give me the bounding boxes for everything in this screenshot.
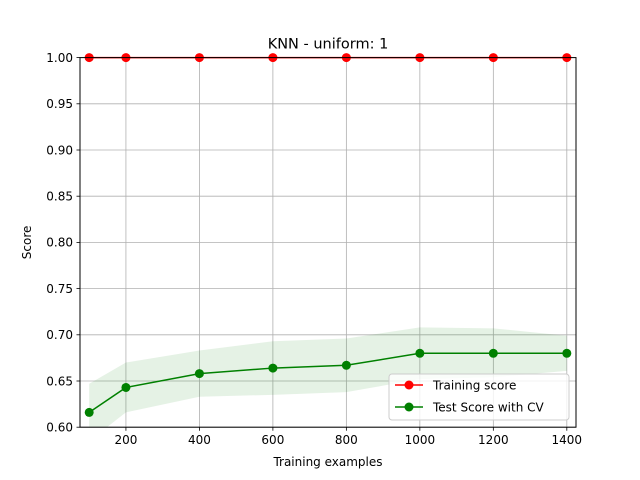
series-line-1 <box>88 352 567 414</box>
y-tick-label: 0.60 <box>46 421 73 435</box>
data-point-1 <box>488 348 498 358</box>
chart-title: KNN - uniform: 1 <box>268 37 389 53</box>
legend-label-test: Test Score with CV <box>432 401 545 415</box>
x-tick-label: 1400 <box>552 433 583 447</box>
y-axis-label: Score <box>20 226 34 260</box>
data-point-1 <box>121 382 131 392</box>
y-tick-label: 1.00 <box>46 51 73 65</box>
data-point-1 <box>341 360 351 370</box>
x-tick-label: 600 <box>261 433 284 447</box>
y-tick-label: 0.80 <box>46 236 73 250</box>
score-band-1 <box>89 327 567 428</box>
y-tick-label: 0.95 <box>46 97 73 111</box>
legend: Training score Test Score with CV <box>388 373 570 421</box>
data-point-1 <box>562 348 572 358</box>
y-tick-label: 0.85 <box>46 190 73 204</box>
score-bands <box>89 327 567 428</box>
data-point-1 <box>415 348 425 358</box>
legend-marker-test <box>404 402 414 412</box>
y-tick-label: 0.90 <box>46 143 73 157</box>
x-axis-label: Training examples <box>272 455 382 469</box>
legend-marker-training <box>404 380 414 390</box>
data-point-1 <box>194 369 204 379</box>
y-tick-label: 0.75 <box>46 282 73 296</box>
data-point-1 <box>268 363 278 373</box>
x-tick-label: 800 <box>335 433 358 447</box>
x-tick-label: 400 <box>188 433 211 447</box>
x-tick-label: 200 <box>114 433 137 447</box>
x-tick-label: 1000 <box>405 433 436 447</box>
legend-label-training: Training score <box>432 379 516 393</box>
legend-box <box>388 373 570 421</box>
data-point-1 <box>84 407 94 417</box>
x-tick-label: 1200 <box>478 433 509 447</box>
y-tick-label: 0.65 <box>46 374 73 388</box>
y-tick-label: 0.70 <box>46 328 73 342</box>
axis-ticks: 200 400 600 800 1000 1200 1400 0.60 0.65 0.70 0.75… <box>46 51 582 447</box>
